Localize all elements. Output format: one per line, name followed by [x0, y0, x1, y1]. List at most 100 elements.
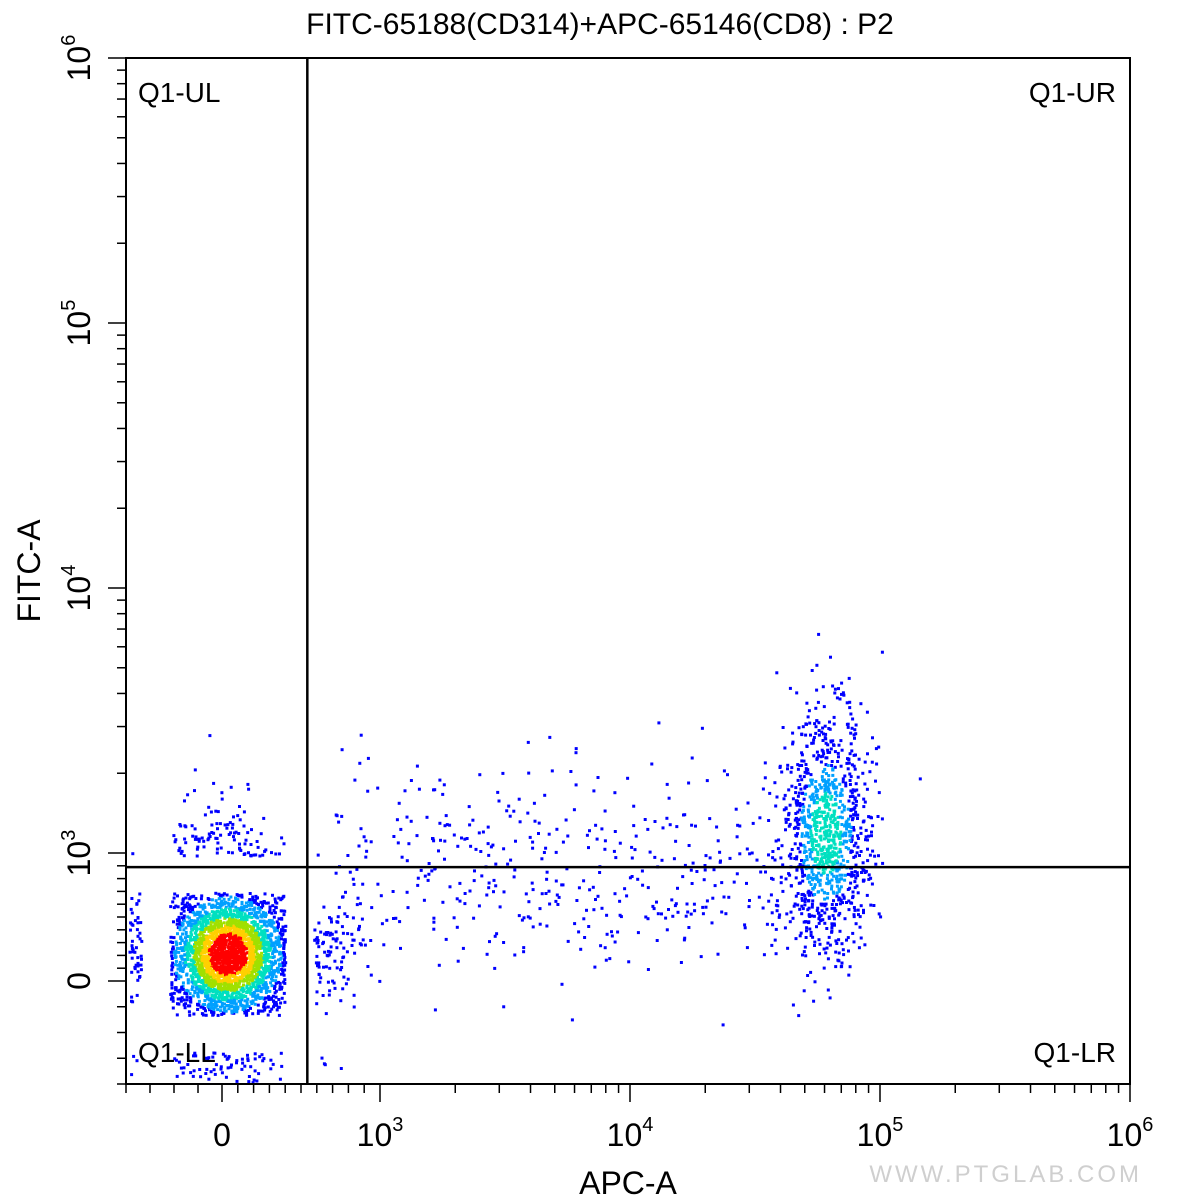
scatter-point: [765, 922, 769, 926]
scatter-point: [855, 884, 859, 888]
scatter-point: [779, 881, 783, 885]
scatter-point: [171, 999, 175, 1003]
scatter-point: [851, 931, 855, 935]
scatter-point: [197, 976, 201, 980]
scatter-point: [209, 931, 213, 935]
scatter-point: [183, 837, 187, 841]
scatter-point: [242, 930, 246, 934]
scatter-point: [817, 754, 821, 757]
scatter-point: [193, 943, 196, 947]
scatter-point: [438, 778, 442, 782]
scatter-point: [835, 942, 839, 945]
scatter-point: [492, 878, 496, 882]
scatter-point: [859, 702, 863, 706]
scatter-point: [588, 829, 591, 833]
scatter-point: [779, 875, 783, 879]
scatter-point: [314, 937, 318, 941]
scatter-point: [831, 684, 835, 688]
scatter-point: [828, 791, 832, 795]
scatter-point: [224, 950, 228, 954]
scatter-point: [194, 931, 198, 935]
scatter-point: [217, 983, 221, 987]
scatter-point: [263, 913, 267, 917]
scatter-point: [241, 928, 245, 932]
scatter-point: [795, 832, 799, 836]
scatter-point: [329, 917, 333, 921]
scatter-point: [801, 953, 804, 957]
scatter-point: [801, 725, 805, 729]
scatter-point: [241, 948, 245, 952]
scatter-point: [252, 941, 256, 945]
scatter-point: [618, 913, 622, 917]
scatter-point: [599, 944, 603, 948]
scatter-point: [188, 910, 192, 914]
scatter-point: [261, 910, 265, 914]
scatter-point: [320, 1056, 324, 1060]
scatter-point: [199, 1005, 203, 1009]
scatter-point: [346, 932, 350, 936]
scatter-point: [796, 778, 800, 782]
scatter-point: [326, 954, 330, 958]
scatter-point: [252, 958, 256, 962]
scatter-point: [192, 1069, 196, 1073]
scatter-point: [218, 930, 222, 934]
scatter-point: [835, 794, 839, 798]
scatter-point: [776, 847, 780, 851]
scatter-point: [210, 993, 214, 997]
scatter-point: [219, 941, 223, 945]
scatter-point: [841, 893, 845, 897]
scatter-point: [221, 893, 225, 897]
scatter-point: [839, 862, 843, 866]
scatter-point: [253, 1057, 257, 1061]
scatter-point: [264, 915, 267, 919]
chart-title: FITC-65188(CD314)+APC-65146(CD8) : P2: [306, 8, 894, 41]
scatter-point: [582, 879, 586, 883]
scatter-point: [720, 910, 724, 914]
scatter-point: [138, 931, 142, 935]
scatter-point: [202, 1058, 206, 1062]
scatter-point: [842, 839, 846, 843]
scatter-point: [809, 773, 813, 777]
scatter-point: [271, 975, 274, 979]
scatter-point: [222, 967, 226, 971]
scatter-point: [810, 840, 814, 844]
scatter-point: [218, 974, 222, 978]
scatter-point: [269, 955, 272, 959]
scatter-point: [330, 932, 334, 936]
scatter-point: [261, 976, 265, 980]
scatter-point: [841, 777, 845, 781]
scatter-point: [865, 893, 869, 897]
scatter-point: [854, 782, 858, 786]
scatter-point: [196, 993, 200, 997]
scatter-point: [236, 976, 240, 980]
scatter-point: [203, 1007, 207, 1011]
scatter-point: [187, 916, 191, 920]
scatter-point: [833, 765, 837, 769]
scatter-point: [681, 875, 685, 879]
scatter-point: [803, 894, 807, 898]
scatter-point: [801, 871, 804, 875]
scatter-point: [827, 915, 831, 919]
scatter-point: [272, 955, 276, 959]
scatter-point: [243, 957, 247, 961]
scatter-point: [243, 912, 247, 916]
scatter-point: [136, 956, 140, 960]
scatter-point: [528, 835, 532, 839]
scatter-point: [498, 905, 502, 909]
scatter-point: [228, 961, 232, 965]
scatter-point: [838, 799, 842, 803]
scatter-point: [838, 794, 842, 797]
scatter-point: [833, 691, 837, 695]
scatter-point: [198, 957, 202, 961]
scatter-point: [821, 826, 825, 830]
scatter-point: [828, 825, 832, 829]
scatter-point: [851, 894, 855, 898]
scatter-point: [278, 981, 282, 985]
scatter-point: [802, 775, 806, 779]
scatter-point: [259, 919, 263, 923]
scatter-point: [762, 953, 766, 957]
scatter-point: [235, 1079, 239, 1083]
scatter-point: [438, 821, 442, 825]
scatter-point: [194, 941, 198, 945]
scatter-point: [215, 822, 219, 826]
